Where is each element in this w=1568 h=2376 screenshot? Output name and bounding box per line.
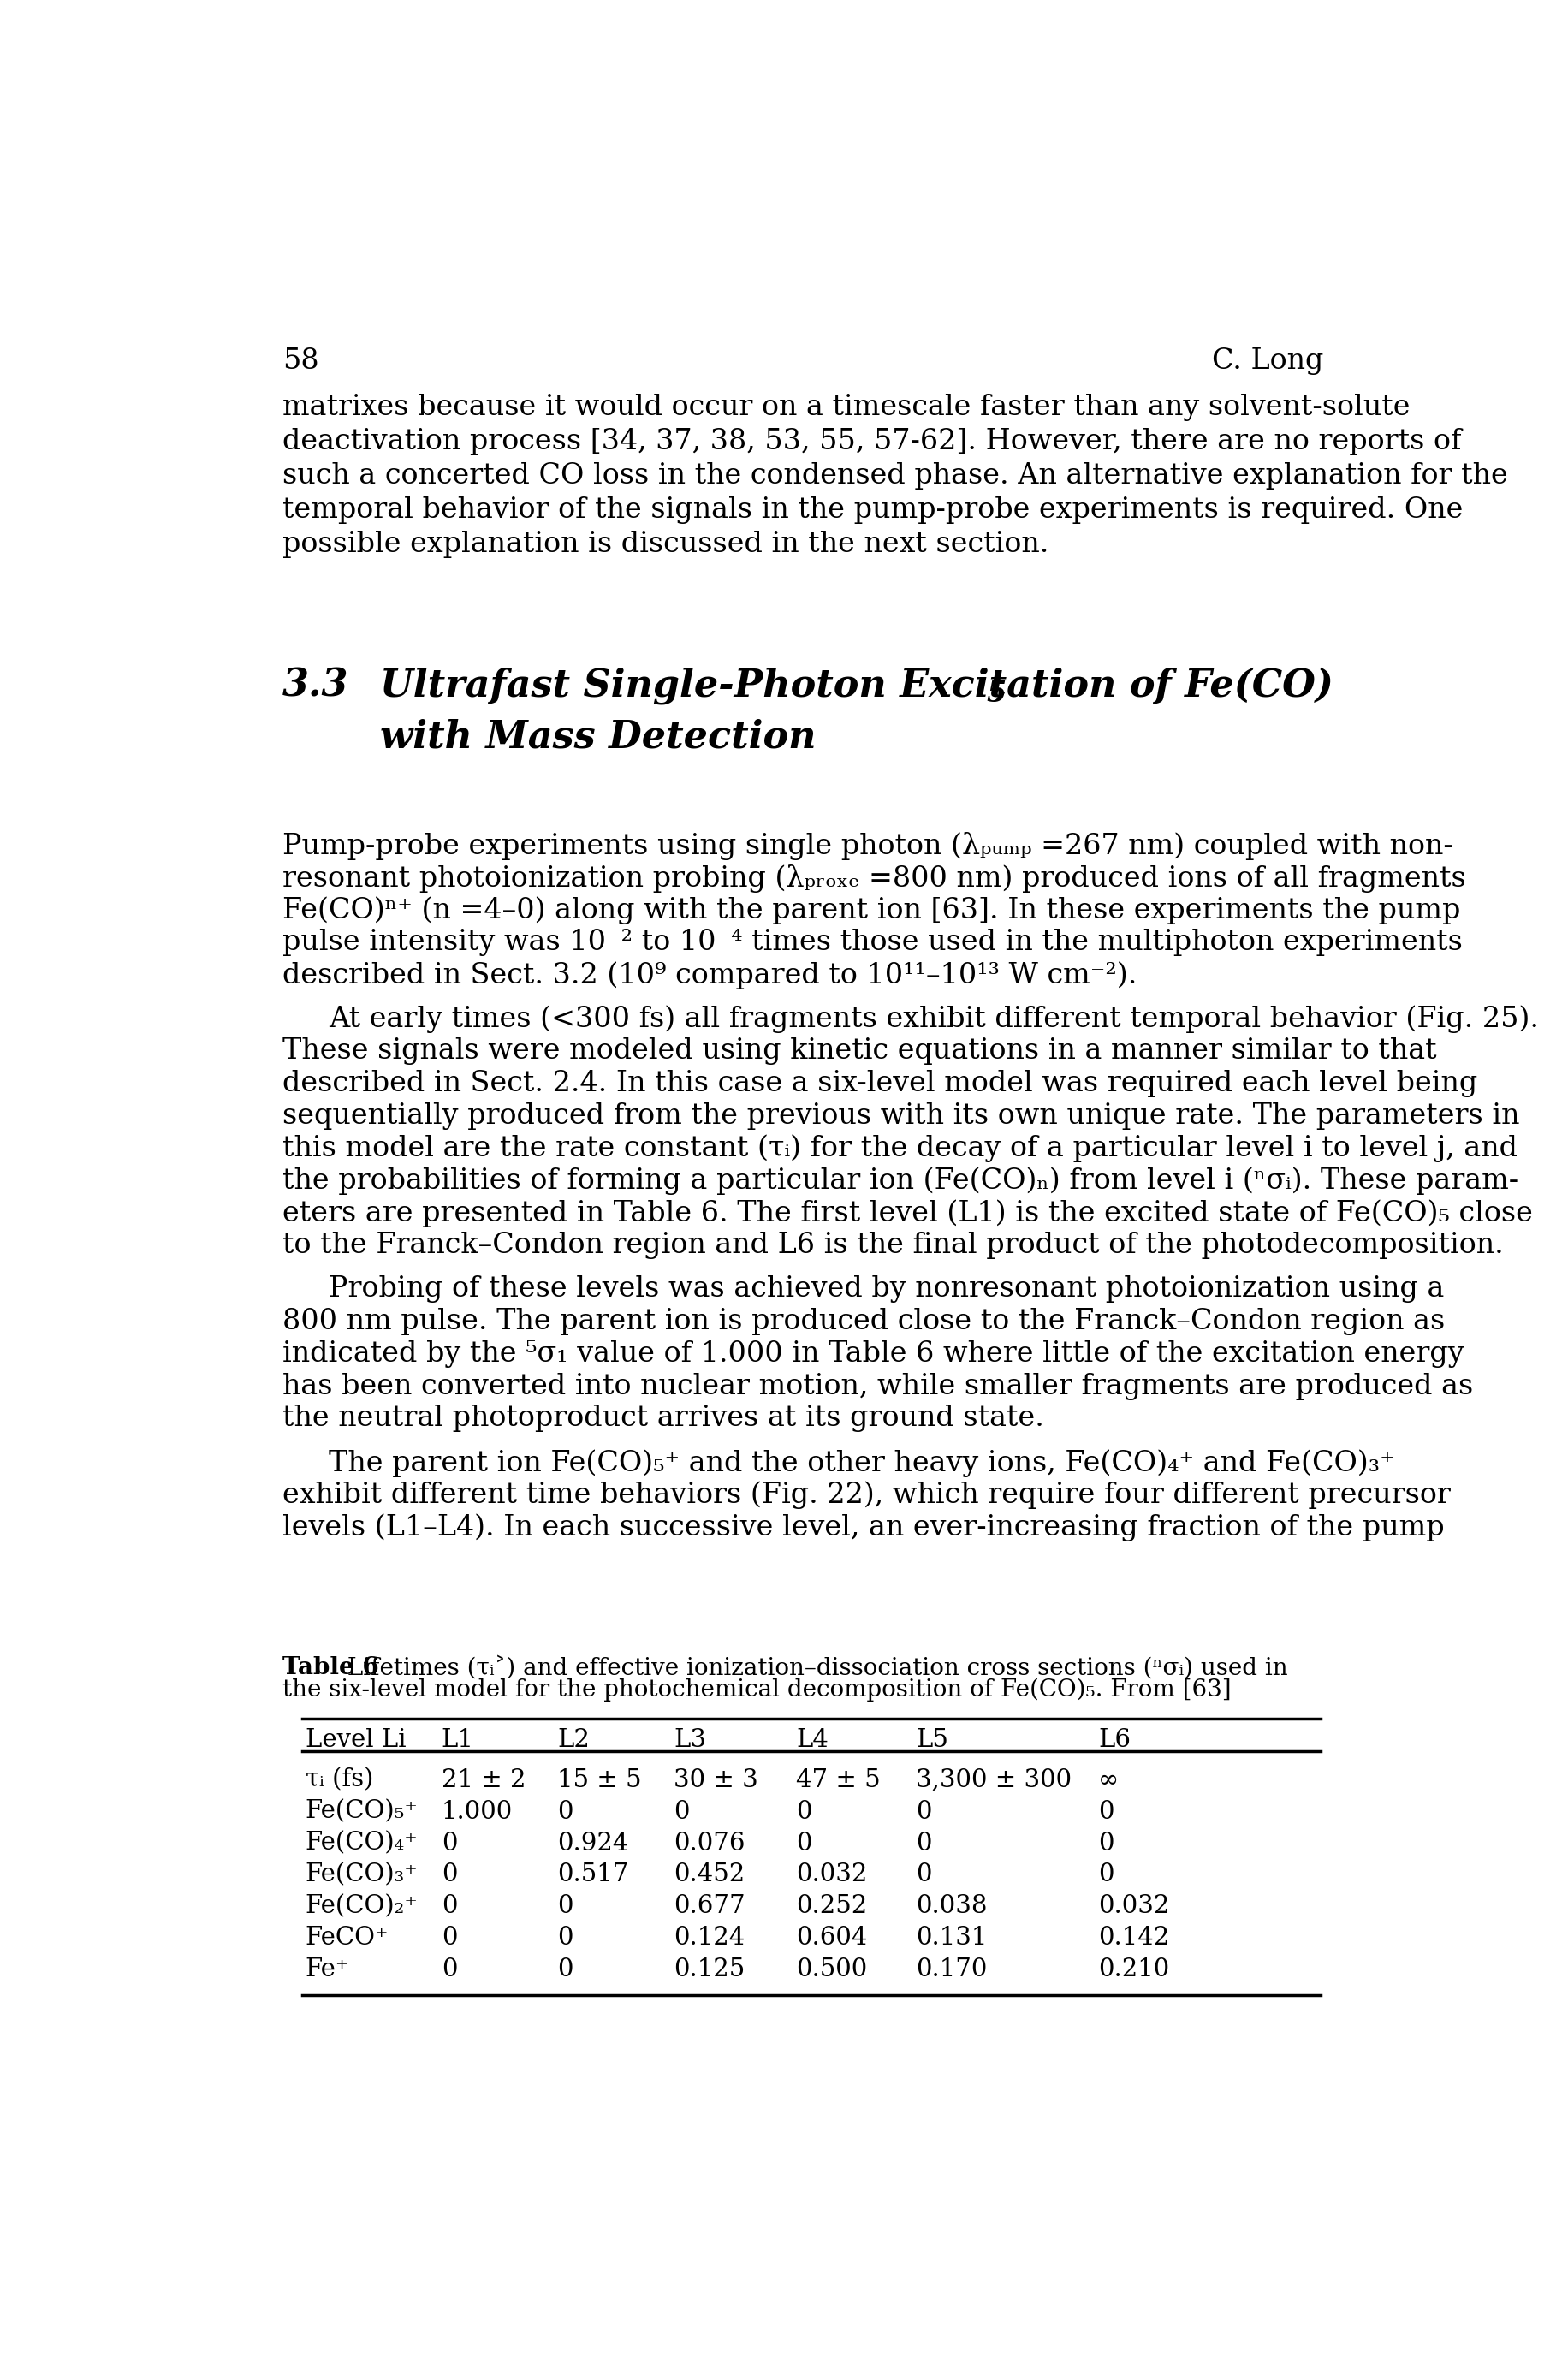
Text: Ultrafast Single-Photon Excitation of Fe(CO): Ultrafast Single-Photon Excitation of Fe…: [381, 668, 1334, 706]
Text: pulse intensity was 10⁻² to 10⁻⁴ times those used in the multiphoton experiments: pulse intensity was 10⁻² to 10⁻⁴ times t…: [282, 929, 1463, 958]
Text: 0: 0: [442, 1958, 458, 1982]
Text: indicated by the ⁵σ₁ value of 1.000 in Table 6 where little of the excitation en: indicated by the ⁵σ₁ value of 1.000 in T…: [282, 1340, 1465, 1369]
Text: 0.517: 0.517: [558, 1863, 629, 1887]
Text: 21 ± 2: 21 ± 2: [442, 1768, 525, 1792]
Text: 0.038: 0.038: [916, 1894, 988, 1917]
Text: 0: 0: [1098, 1832, 1113, 1856]
Text: 5: 5: [986, 680, 1007, 708]
Text: 0.210: 0.210: [1098, 1958, 1170, 1982]
Text: 0: 0: [916, 1863, 931, 1887]
Text: exhibit different time behaviors (Fig. 22), which require four different precurs: exhibit different time behaviors (Fig. 2…: [282, 1480, 1450, 1509]
Text: 0: 0: [442, 1927, 458, 1951]
Text: 0.677: 0.677: [674, 1894, 745, 1917]
Text: matrixes because it would occur on a timescale faster than any solvent-solute: matrixes because it would occur on a tim…: [282, 394, 1410, 421]
Text: this model are the rate constant (τᵢ) for the decay of a particular level i to l: this model are the rate constant (τᵢ) fo…: [282, 1136, 1518, 1162]
Text: Fe(CO)₃⁺: Fe(CO)₃⁺: [306, 1863, 419, 1887]
Text: 0: 0: [558, 1799, 574, 1825]
Text: the neutral photoproduct arrives at its ground state.: the neutral photoproduct arrives at its …: [282, 1404, 1044, 1433]
Text: 0: 0: [558, 1958, 574, 1982]
Text: At early times (<300 fs) all fragments exhibit different temporal behavior (Fig.: At early times (<300 fs) all fragments e…: [329, 1005, 1538, 1034]
Text: 0: 0: [916, 1832, 931, 1856]
Text: 0: 0: [1098, 1799, 1113, 1825]
Text: has been converted into nuclear motion, while smaller fragments are produced as: has been converted into nuclear motion, …: [282, 1373, 1472, 1399]
Text: 0.604: 0.604: [797, 1927, 867, 1951]
Text: to the Franck–Condon region and L6 is the final product of the photodecompositio: to the Franck–Condon region and L6 is th…: [282, 1231, 1504, 1259]
Text: 0: 0: [558, 1894, 574, 1917]
Text: 0: 0: [442, 1894, 458, 1917]
Text: L2: L2: [558, 1727, 590, 1751]
Text: 0: 0: [797, 1799, 812, 1825]
Text: temporal behavior of the signals in the pump-probe experiments is required. One: temporal behavior of the signals in the …: [282, 497, 1463, 525]
Text: described in Sect. 2.4. In this case a six-level model was required each level b: described in Sect. 2.4. In this case a s…: [282, 1069, 1477, 1098]
Text: 3,300 ± 300: 3,300 ± 300: [916, 1768, 1071, 1792]
Text: 0.452: 0.452: [674, 1863, 745, 1887]
Text: the probabilities of forming a particular ion (Fe(CO)ₙ) from level i (ⁿσᵢ). Thes: the probabilities of forming a particula…: [282, 1167, 1518, 1195]
Text: 0: 0: [442, 1832, 458, 1856]
Text: L4: L4: [797, 1727, 829, 1751]
Text: L1: L1: [442, 1727, 474, 1751]
Text: 0: 0: [558, 1927, 574, 1951]
Text: Lifetimes (τᵢ˃) and effective ionization–dissociation cross sections (ⁿσᵢ) used : Lifetimes (τᵢ˃) and effective ionization…: [340, 1656, 1287, 1680]
Text: 0.125: 0.125: [674, 1958, 745, 1982]
Text: deactivation process [34, 37, 38, 53, 55, 57-62]. However, there are no reports : deactivation process [34, 37, 38, 53, 55…: [282, 428, 1461, 456]
Text: 0.252: 0.252: [797, 1894, 867, 1917]
Text: Probing of these levels was achieved by nonresonant photoionization using a: Probing of these levels was achieved by …: [329, 1276, 1444, 1302]
Text: with Mass Detection: with Mass Detection: [381, 720, 817, 756]
Text: described in Sect. 3.2 (10⁹ compared to 10¹¹–10¹³ W cm⁻²).: described in Sect. 3.2 (10⁹ compared to …: [282, 962, 1137, 988]
Text: L5: L5: [916, 1727, 949, 1751]
Text: 800 nm pulse. The parent ion is produced close to the Franck–Condon region as: 800 nm pulse. The parent ion is produced…: [282, 1307, 1444, 1335]
Text: Level Li: Level Li: [306, 1727, 406, 1751]
Text: 0: 0: [674, 1799, 690, 1825]
Text: The parent ion Fe(CO)₅⁺ and the other heavy ions, Fe(CO)₄⁺ and Fe(CO)₃⁺: The parent ion Fe(CO)₅⁺ and the other he…: [329, 1449, 1396, 1478]
Text: 0: 0: [442, 1863, 458, 1887]
Text: Fe(CO)₂⁺: Fe(CO)₂⁺: [306, 1894, 419, 1917]
Text: possible explanation is discussed in the next section.: possible explanation is discussed in the…: [282, 530, 1049, 558]
Text: 0.131: 0.131: [916, 1927, 988, 1951]
Text: C. Long: C. Long: [1212, 347, 1323, 375]
Text: such a concerted CO loss in the condensed phase. An alternative explanation for : such a concerted CO loss in the condense…: [282, 463, 1508, 489]
Text: levels (L1–L4). In each successive level, an ever-increasing fraction of the pum: levels (L1–L4). In each successive level…: [282, 1514, 1444, 1542]
Text: resonant photoionization probing (λₚᵣₒₓₑ =800 nm) produced ions of all fragments: resonant photoionization probing (λₚᵣₒₓₑ…: [282, 865, 1466, 893]
Text: Fe(CO)₅⁺: Fe(CO)₅⁺: [306, 1799, 419, 1825]
Text: 1.000: 1.000: [442, 1799, 513, 1825]
Text: These signals were modeled using kinetic equations in a manner similar to that: These signals were modeled using kinetic…: [282, 1038, 1436, 1064]
Text: 0: 0: [916, 1799, 931, 1825]
Text: sequentially produced from the previous with its own unique rate. The parameters: sequentially produced from the previous …: [282, 1102, 1519, 1129]
Text: 0.142: 0.142: [1098, 1927, 1170, 1951]
Text: ∞: ∞: [1098, 1768, 1120, 1792]
Text: Fe(CO)ⁿ⁺ (n =4–0) along with the parent ion [63]. In these experiments the pump: Fe(CO)ⁿ⁺ (n =4–0) along with the parent …: [282, 896, 1460, 924]
Text: 3.3: 3.3: [282, 668, 348, 703]
Text: the six-level model for the photochemical decomposition of Fe(CO)₅. From [63]: the six-level model for the photochemica…: [282, 1677, 1231, 1701]
Text: 0.124: 0.124: [674, 1927, 745, 1951]
Text: 0.924: 0.924: [558, 1832, 629, 1856]
Text: Table 6: Table 6: [282, 1656, 379, 1680]
Text: L6: L6: [1098, 1727, 1131, 1751]
Text: 0.076: 0.076: [674, 1832, 745, 1856]
Text: τᵢ (fs): τᵢ (fs): [306, 1768, 373, 1792]
Text: 15 ± 5: 15 ± 5: [558, 1768, 641, 1792]
Text: 0: 0: [1098, 1863, 1113, 1887]
Text: Pump-probe experiments using single photon (λₚᵤₘₚ =267 nm) coupled with non-: Pump-probe experiments using single phot…: [282, 832, 1454, 860]
Text: 0.032: 0.032: [1098, 1894, 1170, 1917]
Text: 47 ± 5: 47 ± 5: [797, 1768, 881, 1792]
Text: FeCO⁺: FeCO⁺: [306, 1927, 389, 1951]
Text: 58: 58: [282, 347, 318, 375]
Text: 30 ± 3: 30 ± 3: [674, 1768, 757, 1792]
Text: L3: L3: [674, 1727, 706, 1751]
Text: Fe⁺: Fe⁺: [306, 1958, 350, 1982]
Text: Fe(CO)₄⁺: Fe(CO)₄⁺: [306, 1832, 419, 1856]
Text: 0.032: 0.032: [797, 1863, 867, 1887]
Text: eters are presented in Table 6. The first level (L1) is the excited state of Fe(: eters are presented in Table 6. The firs…: [282, 1200, 1532, 1226]
Text: 0.500: 0.500: [797, 1958, 867, 1982]
Text: 0.170: 0.170: [916, 1958, 988, 1982]
Text: 0: 0: [797, 1832, 812, 1856]
